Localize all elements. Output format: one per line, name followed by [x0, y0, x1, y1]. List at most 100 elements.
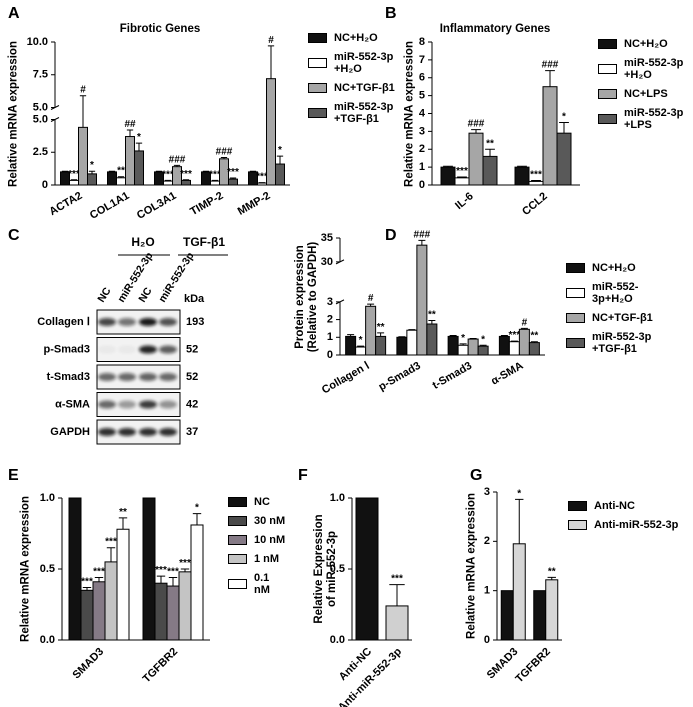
bar — [142, 497, 156, 641]
legend: NC+H₂O miR-552-3p +H₂O NC+LPS miR-552-3p +L… — [598, 38, 691, 131]
error-bar — [276, 155, 284, 165]
legend-label: miR-552-3p +H₂O — [334, 51, 394, 75]
y-tick-label: 5.0 — [33, 101, 48, 113]
y-tick-label: 0.0 — [40, 634, 55, 646]
bar — [528, 342, 540, 356]
y-tick-label: 0 — [419, 179, 425, 191]
y-tick-label: 1.0 — [330, 492, 345, 504]
blot-band — [139, 373, 157, 381]
significance-label: ### — [169, 154, 186, 165]
legend-label: NC+H₂O — [592, 262, 636, 274]
blot-band — [159, 318, 177, 326]
kda-label: 52 — [186, 371, 198, 383]
x-tick-label: IL-6 — [453, 190, 476, 212]
legend-item: miR-552-3p +H₂O — [308, 51, 403, 75]
error-bar — [377, 332, 385, 337]
blot-band — [118, 428, 136, 436]
bar — [396, 336, 408, 356]
bar — [266, 78, 276, 186]
y-tick-label: 1 — [419, 161, 425, 173]
lane-label: NC — [95, 285, 113, 305]
blot-band — [98, 345, 116, 354]
error-bar — [479, 344, 487, 347]
y-tick-label: 5 — [419, 90, 425, 102]
error-bar — [357, 345, 365, 348]
y-axis-label: Relative Expression of miR-552-3p — [313, 514, 338, 624]
bar — [87, 173, 97, 186]
legend-item: Anti-NC — [568, 500, 693, 512]
bar — [545, 579, 559, 641]
bar — [365, 305, 377, 356]
error-bar — [428, 319, 436, 325]
legend-swatch — [598, 89, 617, 99]
legend-item: NC+H₂O — [598, 38, 691, 50]
bar — [345, 335, 357, 356]
kda-label: 193 — [186, 316, 204, 328]
legend-item: miR-552-3p +TGF-β1 — [308, 101, 403, 125]
legend-label: NC — [254, 496, 270, 508]
error-bar — [164, 179, 172, 182]
error-bar — [531, 180, 541, 182]
legend-item: 1 nM — [228, 553, 288, 565]
error-bar — [510, 340, 518, 342]
legend-item: miR-552-3p+H₂O — [566, 281, 674, 305]
significance-label: ** — [530, 331, 538, 342]
bar — [275, 163, 285, 186]
legend-swatch — [228, 554, 247, 564]
error-bar — [449, 335, 457, 337]
error-bar — [117, 176, 125, 178]
significance-label: * — [481, 334, 485, 345]
legend-label: Anti-NC — [594, 500, 635, 512]
bar — [355, 497, 379, 641]
legend-swatch — [568, 520, 587, 530]
bar — [467, 338, 479, 356]
y-tick-label: 0.5 — [330, 563, 345, 575]
legend-item: 30 nM — [228, 515, 288, 527]
legend-label: miR-552-3p +LPS — [624, 107, 684, 131]
legend-swatch — [598, 39, 617, 49]
bar — [154, 582, 168, 641]
bar — [385, 605, 409, 641]
kda-label: 42 — [186, 398, 198, 410]
bar — [500, 590, 514, 641]
x-tick-label: TGFBR2 — [141, 646, 181, 686]
legend-item: miR-552-3p +H₂O — [598, 57, 691, 81]
chart-title: Inflammatory Genes — [440, 23, 551, 35]
legend-label: miR-552-3p +TGF-β1 — [334, 101, 394, 125]
panel-letter: B — [385, 5, 397, 22]
error-bar — [126, 129, 134, 137]
bar — [440, 166, 456, 186]
blot-band — [139, 318, 157, 326]
error-bar — [202, 170, 210, 172]
error-bar — [485, 148, 495, 157]
error-bar — [408, 329, 416, 331]
y-tick-label: 1.0 — [40, 492, 55, 504]
significance-label: ** — [486, 138, 494, 149]
y-tick-label: 1 — [327, 331, 333, 343]
bar — [228, 178, 238, 186]
panel-letter: C — [8, 227, 20, 244]
kda-label: 37 — [186, 426, 198, 438]
bar — [257, 182, 267, 186]
blot-band — [118, 373, 136, 381]
error-bar — [520, 327, 528, 330]
bar — [80, 589, 94, 641]
error-bar — [398, 336, 406, 338]
legend-item: miR-552-3p +TGF-β1 — [566, 331, 674, 355]
blot-band — [139, 345, 157, 354]
y-tick-label: 3 — [419, 125, 425, 137]
significance-label: ** — [428, 309, 436, 320]
blot-band — [98, 428, 116, 436]
significance-label: ** — [119, 507, 127, 518]
error-bar — [545, 70, 555, 87]
x-tick-label: p-Smad3 — [377, 360, 423, 394]
bar — [518, 328, 530, 356]
y-tick-label: 0 — [484, 634, 490, 646]
significance-label: ### — [468, 119, 485, 130]
legend-item: 10 nM — [228, 534, 288, 546]
significance-label: # — [268, 35, 274, 46]
legend-swatch — [566, 338, 585, 348]
y-axis-label: Relative mRNA expression — [19, 496, 32, 642]
panel-letter: D — [385, 227, 397, 244]
panel-letter: F — [298, 467, 308, 484]
